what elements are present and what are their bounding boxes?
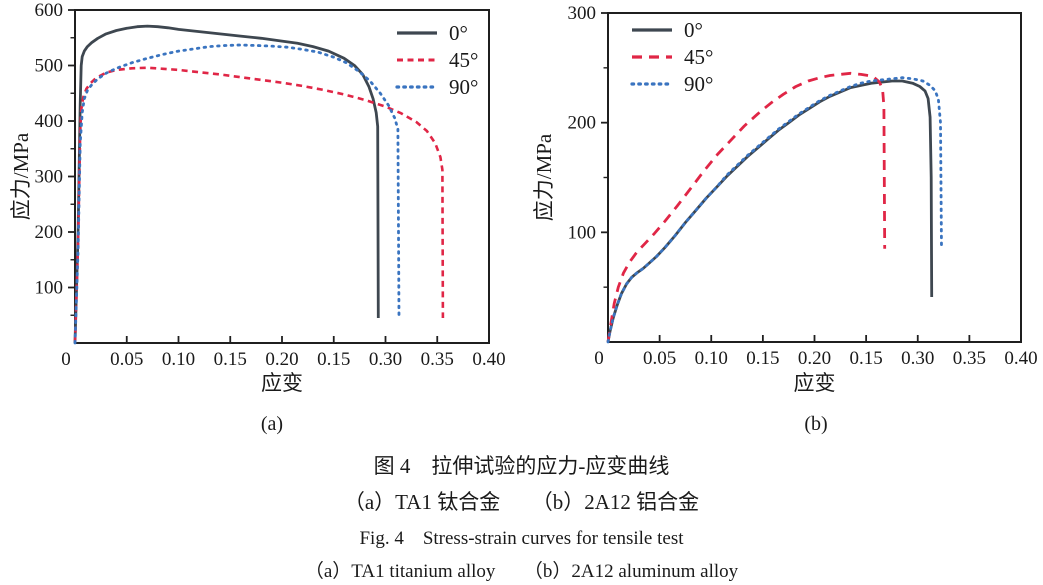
y-tick-label: 600 xyxy=(35,0,64,21)
curve-0° xyxy=(73,24,380,344)
curve-45° xyxy=(73,66,445,344)
x-tick-label: 0.10 xyxy=(695,348,728,369)
panel-label: (a) xyxy=(261,413,283,435)
x-tick-label: 0.30 xyxy=(901,348,934,369)
x-tick-label: 0.15 xyxy=(317,349,350,370)
x-tick-label: 0.05 xyxy=(110,349,143,370)
figure-caption-en: Fig. 4 Stress-strain curves for tensile … xyxy=(359,528,684,549)
y-tick-label: 500 xyxy=(35,56,64,77)
x-tick-label: 0.15 xyxy=(850,348,883,369)
y-axis-title: 应力/MPa xyxy=(9,132,33,220)
legend-label-45°: 45° xyxy=(684,45,713,69)
x-axis-title: 应变 xyxy=(261,371,303,395)
x-tick-label: 0.15 xyxy=(746,348,779,369)
x-axis-title: 应变 xyxy=(794,371,836,395)
curve-90° xyxy=(73,43,401,345)
x-tick-label: 0.20 xyxy=(265,349,298,370)
legend-label-0°: 0° xyxy=(449,21,468,45)
y-tick-label: 300 xyxy=(568,3,597,24)
x-tick-label: 0.40 xyxy=(1004,348,1037,369)
x-tick-label: 0.20 xyxy=(798,348,831,369)
figure-subcaption-cn: （a）TA1 钛合金 （b）2A12 铝合金 xyxy=(343,490,700,514)
y-tick-label: 200 xyxy=(35,222,64,243)
figure-caption-cn: 图 4 拉伸试验的应力-应变曲线 xyxy=(373,454,670,478)
x-tick-label: 0.40 xyxy=(472,349,505,370)
chart-panel-b: 0 0.05 0.10 0.15 0.20 0.15 0.30 0.35 0.40 100 200 3… xyxy=(532,3,1038,435)
y-tick-label: 100 xyxy=(568,222,597,243)
x-tick-label: 0.35 xyxy=(421,349,454,370)
y-tick-label: 100 xyxy=(35,278,64,299)
x-tick-label: 0 xyxy=(594,348,604,369)
chart-panel-a: 0 0.05 0.10 0.15 0.20 0.15 0.30 0.35 0.40 100 200 3… xyxy=(9,0,506,435)
x-tick-label: 0.05 xyxy=(643,348,676,369)
y-tick-label: 200 xyxy=(568,113,597,134)
x-tick-label: 0.30 xyxy=(369,349,402,370)
figure-subcaption-en: （a）TA1 titanium alloy （b）2A12 aluminum a… xyxy=(304,561,739,582)
x-tick-label: 0.35 xyxy=(953,348,986,369)
curve-90° xyxy=(606,76,943,344)
y-tick-label: 400 xyxy=(35,111,64,132)
legend-label-90°: 90° xyxy=(684,72,713,96)
x-tick-label: 0.15 xyxy=(214,349,247,370)
curve-45° xyxy=(606,71,887,343)
legend-label-45°: 45° xyxy=(449,48,478,72)
legend-label-90°: 90° xyxy=(449,75,478,99)
x-tick-label: 0 xyxy=(61,349,71,370)
panel-label: (b) xyxy=(804,413,827,435)
y-axis-title: 应力/MPa xyxy=(532,133,556,221)
y-tick-label: 300 xyxy=(35,167,64,188)
legend-label-0°: 0° xyxy=(684,18,703,42)
x-tick-label: 0.10 xyxy=(162,349,195,370)
